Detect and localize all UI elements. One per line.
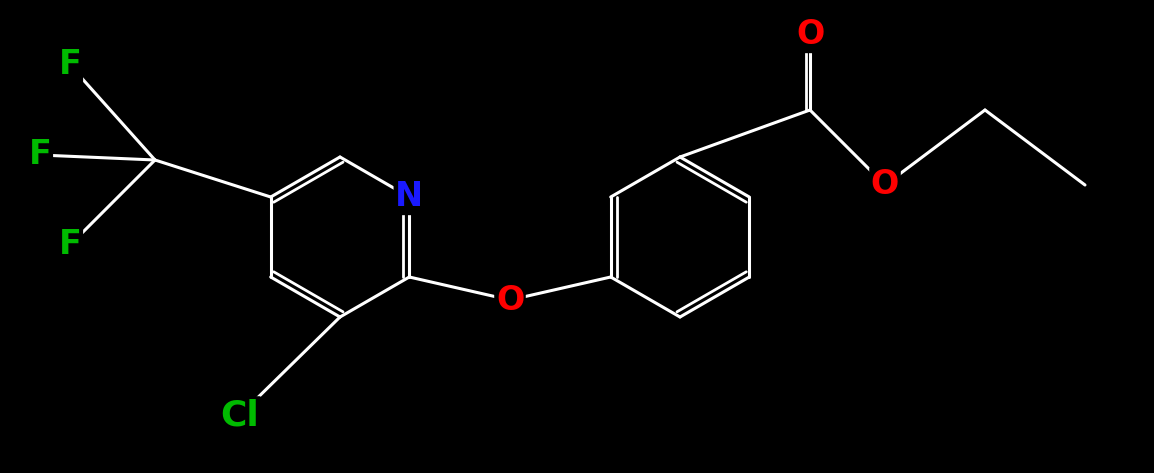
Text: F: F — [29, 139, 52, 172]
Text: O: O — [796, 18, 824, 52]
Text: F: F — [59, 228, 82, 262]
Text: F: F — [59, 49, 82, 81]
Text: O: O — [871, 168, 899, 201]
Text: N: N — [395, 181, 424, 213]
Text: Cl: Cl — [220, 398, 260, 432]
Text: O: O — [496, 283, 524, 316]
